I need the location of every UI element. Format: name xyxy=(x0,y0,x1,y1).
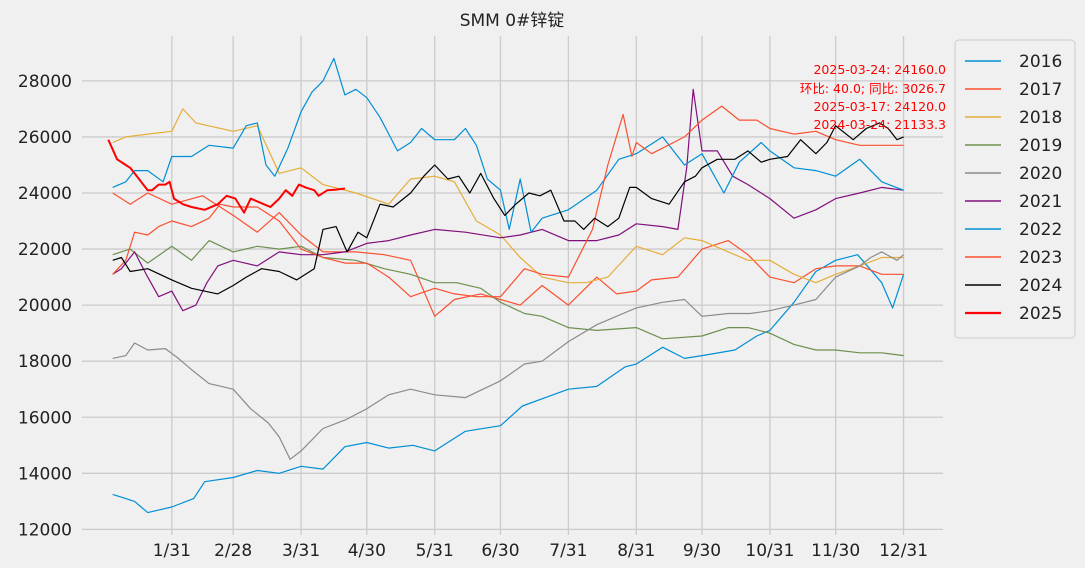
x-tick-label: 4/30 xyxy=(348,541,386,561)
legend: 2016 2017 2018 2019 2020 2021 2022 2023 2024 2025 xyxy=(954,39,1076,339)
annotations: 2025-03-24: 24160.0 环比: 40.0; 同比: 3026.7 2… xyxy=(800,62,946,132)
series-line-2022 xyxy=(112,57,904,233)
y-tick-label: 22000 xyxy=(18,240,72,260)
annotation-text: 2025-03-17: 24120.0 xyxy=(813,99,946,114)
x-tick-label: 7/31 xyxy=(549,541,587,561)
x-tick-label: 12/31 xyxy=(879,541,928,561)
x-tick-label: 6/30 xyxy=(481,541,519,561)
legend-label: 2023 xyxy=(1019,248,1062,268)
y-tick-label: 18000 xyxy=(18,352,72,372)
legend-label: 2022 xyxy=(1019,220,1062,240)
series-line-2020 xyxy=(112,251,904,460)
x-tick-label: 11/30 xyxy=(811,541,860,561)
series-line-2024 xyxy=(112,122,904,295)
y-tick-label: 28000 xyxy=(18,72,72,92)
y-tick-label: 16000 xyxy=(18,408,72,428)
y-tick-label: 24000 xyxy=(18,184,72,204)
legend-box xyxy=(954,39,1076,339)
legend-label: 2018 xyxy=(1019,108,1062,128)
y-tick-label: 12000 xyxy=(18,520,72,540)
x-tick-label: 8/31 xyxy=(617,541,655,561)
legend-label: 2019 xyxy=(1019,136,1062,156)
series-line-2016 xyxy=(112,254,905,514)
y-tick-label: 14000 xyxy=(18,464,72,484)
series-line-2018 xyxy=(112,108,904,284)
legend-label: 2017 xyxy=(1019,80,1062,100)
annotation-text: 2025-03-24: 24160.0 xyxy=(813,62,946,77)
x-tick-label: 9/30 xyxy=(683,541,721,561)
legend-label: 2020 xyxy=(1019,164,1062,184)
legend-label: 2021 xyxy=(1019,192,1062,212)
legend-label: 2016 xyxy=(1019,52,1062,72)
chart-title: SMM 0#锌锭 xyxy=(460,11,565,31)
series-line-2019 xyxy=(112,240,904,357)
axis-ticks: 12000 14000 16000 18000 20000 22000 24000 26000… xyxy=(18,72,928,561)
y-tick-label: 26000 xyxy=(18,128,72,148)
series-line-2017 xyxy=(112,192,904,317)
x-tick-label: 10/31 xyxy=(745,541,794,561)
x-tick-label: 2/28 xyxy=(214,541,252,561)
legend-label: 2024 xyxy=(1019,276,1062,296)
annotation-text: 环比: 40.0; 同比: 3026.7 xyxy=(800,81,946,96)
x-tick-label: 5/31 xyxy=(416,541,454,561)
series-lines xyxy=(107,57,905,514)
plot-area xyxy=(82,36,943,535)
series-line-2023 xyxy=(112,105,904,298)
x-tick-label: 1/31 xyxy=(153,541,191,561)
annotation-text: 2024-03-24: 21133.3 xyxy=(813,117,946,132)
series-line-2025 xyxy=(107,139,346,214)
y-tick-label: 20000 xyxy=(18,296,72,316)
series-line-2021 xyxy=(112,88,904,312)
legend-label: 2025 xyxy=(1019,304,1062,324)
x-tick-label: 3/31 xyxy=(282,541,320,561)
